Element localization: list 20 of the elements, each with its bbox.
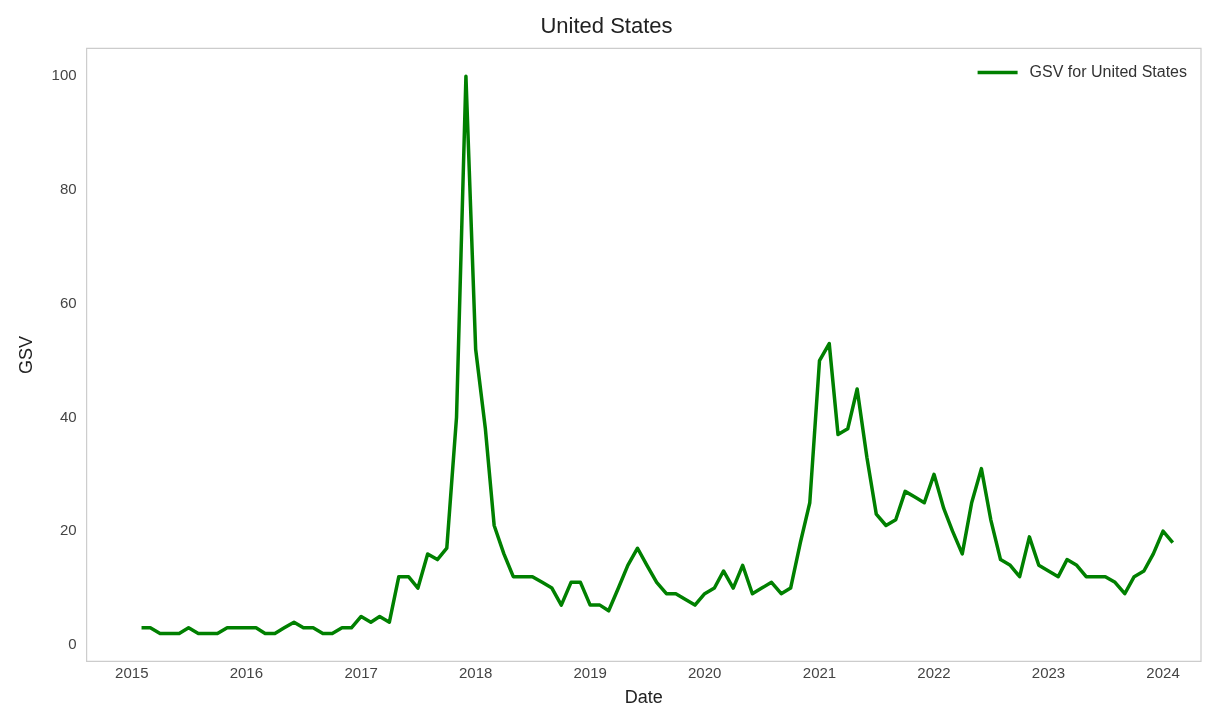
x-tick-label: 2019 [573,663,607,681]
x-tick-label: 2022 [917,663,951,681]
y-tick-label: 100 [51,66,77,84]
chart-title: United States [540,13,673,39]
y-tick-label: 0 [68,635,77,653]
y-axis-title: GSV [15,335,36,374]
legend-label: GSV for United States [1029,62,1187,80]
y-tick-label: 60 [59,293,77,311]
x-tick-label: 2015 [115,663,149,681]
y-tick-label: 20 [59,521,77,539]
x-tick-label: 2024 [1146,663,1180,681]
x-tick-label: 2023 [1031,663,1066,681]
x-tick-label: 2021 [802,663,837,681]
x-tick-label: 2016 [229,663,263,681]
y-tick-label: 80 [59,180,77,198]
x-tick-label: 2018 [458,663,493,681]
y-tick-label: 40 [59,407,77,425]
x-axis-title: Date [624,687,663,708]
x-tick-label: 2017 [344,663,378,681]
x-tick-label: 2020 [687,663,722,681]
